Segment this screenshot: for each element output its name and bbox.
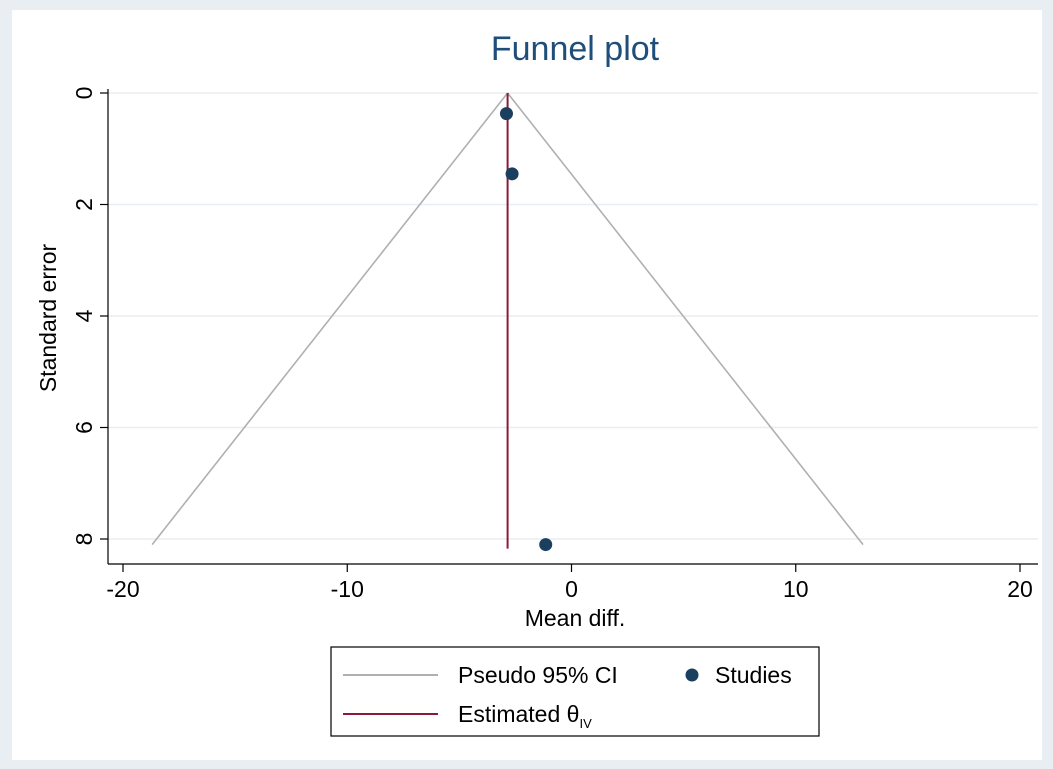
x-tick-label: 10 [783,576,809,602]
graph-region [12,10,1042,760]
legend-estimate-prefix: Estimated θ [458,701,579,727]
legend-box [330,646,820,737]
y-tick-label: 4 [71,309,97,322]
x-axis: -20 -10 0 10 20 [106,563,1038,602]
legend-estimate-label: Estimated θIV [458,701,592,731]
y-axis: 0 2 4 6 8 [71,87,109,564]
plot-area [108,92,1038,552]
legend-studies-swatch [685,668,699,682]
x-axis-label: Mean diff. [525,605,626,631]
y-tick-label: 0 [71,87,97,100]
study-point [505,167,519,181]
study-point [539,538,553,552]
legend-ci-label: Pseudo 95% CI [458,662,618,688]
study-points [499,107,553,552]
y-tick-label: 8 [71,533,97,546]
gridlines [108,92,1038,540]
legend-studies-label: Studies [715,662,792,688]
study-point [499,107,513,121]
pseudo-ci-lines [151,92,864,546]
x-tick-label: 20 [1007,576,1033,602]
legend-estimate-subscript: IV [579,716,592,731]
y-axis-label: Standard error [35,244,61,393]
x-tick-label: -10 [331,576,364,602]
x-tick-label: -20 [106,576,139,602]
ci-line-right [506,92,864,546]
y-tick-label: 6 [71,421,97,434]
chart-title: Funnel plot [491,30,660,68]
ci-line-left [151,92,509,546]
x-tick-label: 0 [565,576,578,602]
legend: Pseudo 95% CI Studies Estimated θIV [330,646,820,737]
y-tick-label: 2 [71,198,97,211]
